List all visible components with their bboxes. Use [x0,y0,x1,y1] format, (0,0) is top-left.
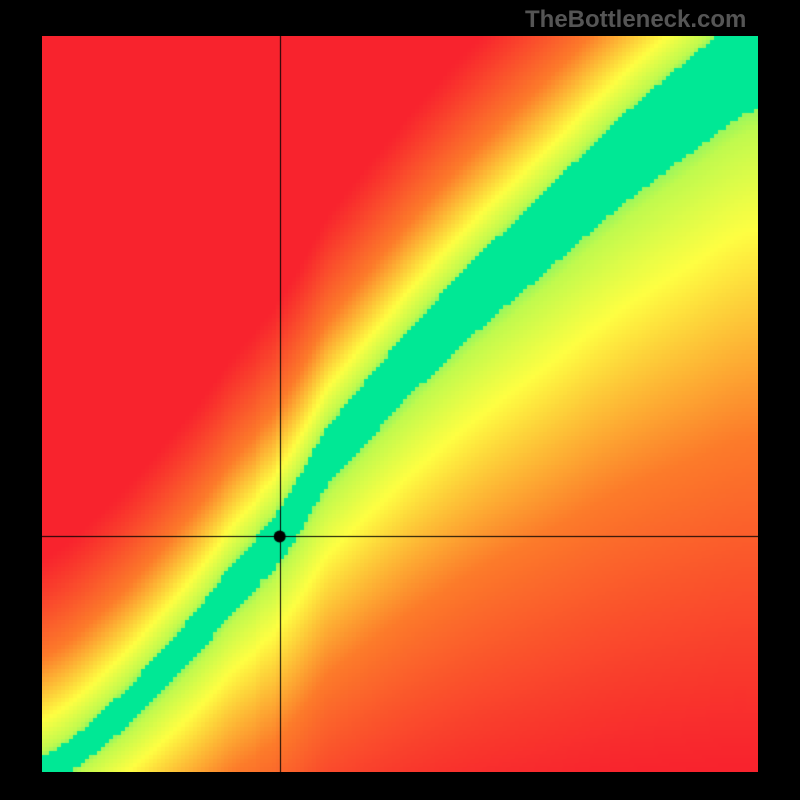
bottleneck-heatmap [42,36,758,772]
watermark-text: TheBottleneck.com [525,6,746,34]
frame: TheBottleneck.com [0,0,800,800]
